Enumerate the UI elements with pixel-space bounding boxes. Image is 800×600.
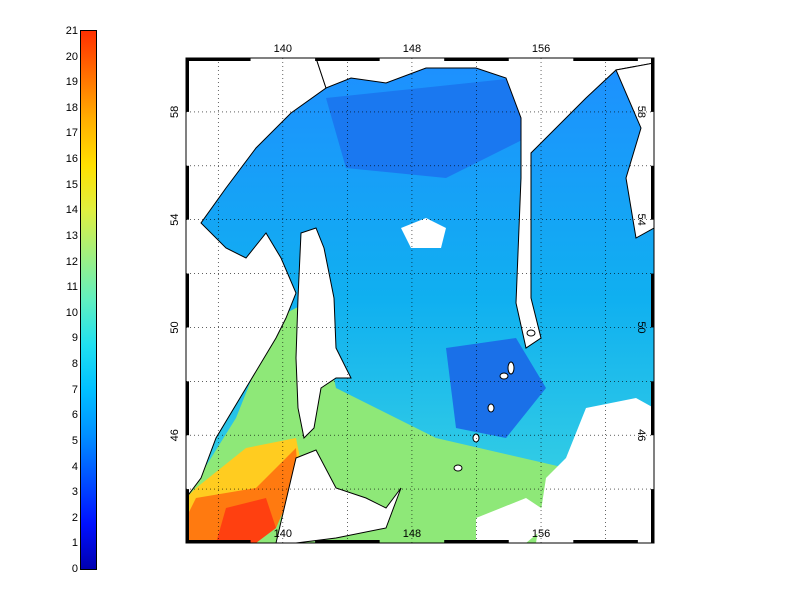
cool-central-zone bbox=[446, 338, 546, 438]
latitude-label: 50 bbox=[169, 321, 181, 333]
land-kamchatka bbox=[615, 62, 654, 239]
colorbar-tick-label: 11 bbox=[66, 281, 78, 294]
latitude-label: 54 bbox=[169, 214, 181, 226]
colorbar-tick-label: 9 bbox=[71, 332, 78, 345]
colorbar-tick-label: 3 bbox=[71, 486, 78, 499]
land-sakhalin bbox=[295, 227, 352, 440]
frame-tick-bar bbox=[186, 489, 189, 543]
latitude-label: 50 bbox=[635, 321, 647, 333]
longitude-label: 140 bbox=[274, 528, 292, 540]
land-asia-north bbox=[315, 58, 654, 349]
colorbar-tick-label: 21 bbox=[65, 25, 78, 37]
cool-north-zone bbox=[326, 78, 526, 178]
colorbar-tick-label: 4 bbox=[71, 460, 78, 473]
frame-tick-bar bbox=[186, 165, 189, 220]
frame-tick-bar bbox=[315, 540, 380, 543]
colorbar-tick-label: 13 bbox=[65, 229, 78, 242]
colorbar-tick-label: 8 bbox=[71, 358, 78, 371]
colorbar-tick-label: 1 bbox=[71, 537, 78, 550]
latitude-labels-right: 58 54 50 46 bbox=[635, 106, 647, 442]
longitude-labels-bottom: 140 148 156 bbox=[274, 528, 551, 540]
longitude-label: 140 bbox=[274, 43, 292, 55]
frame-tick-bar bbox=[651, 381, 654, 436]
hot-core-zone bbox=[216, 498, 276, 543]
frame-tick-bar bbox=[651, 489, 654, 543]
colorbar-tick-label: 10 bbox=[65, 306, 78, 319]
colorbar-tick-label: 7 bbox=[71, 383, 78, 396]
colorbar-tick-label: 15 bbox=[65, 178, 78, 191]
frame-tick-bar bbox=[186, 58, 251, 61]
frame-tick-bar bbox=[651, 165, 654, 220]
colorbar-tick-label: 5 bbox=[71, 434, 78, 447]
land-asia-mainland bbox=[186, 58, 327, 499]
colorbar-tick-label: 16 bbox=[65, 153, 78, 166]
longitude-labels-top: 140 148 156 bbox=[274, 43, 551, 55]
frame-tick-bar bbox=[186, 58, 189, 112]
longitude-label: 156 bbox=[532, 43, 550, 55]
frame-tick-bar bbox=[651, 273, 654, 328]
frame-tick-bar bbox=[651, 58, 654, 112]
land-sea-ice-patch-3 bbox=[476, 498, 556, 543]
latitude-label: 58 bbox=[169, 106, 181, 118]
land-sea-ice-patch-2 bbox=[536, 398, 654, 543]
colorbar-tick-label: 2 bbox=[71, 511, 78, 524]
frame-tick-bar bbox=[186, 273, 189, 328]
latitude-labels-left: 58 54 50 46 bbox=[169, 106, 181, 442]
frame-tick-bar bbox=[444, 540, 509, 543]
latitude-label: 46 bbox=[635, 429, 647, 441]
longitude-label: 148 bbox=[403, 528, 421, 540]
frame-tick-bar bbox=[573, 58, 638, 61]
colorbar bbox=[80, 30, 97, 570]
longitude-label: 148 bbox=[403, 43, 421, 55]
colorbar-tick-label: 17 bbox=[65, 127, 78, 140]
colorbar-tick-label: 19 bbox=[65, 76, 78, 89]
latitude-label: 46 bbox=[169, 429, 181, 441]
colorbar-tick-label: 12 bbox=[65, 255, 78, 268]
colorbar-tick-label: 6 bbox=[71, 409, 78, 422]
latitude-label: 58 bbox=[635, 106, 647, 118]
latitude-label: 54 bbox=[635, 214, 647, 226]
map-gridlines bbox=[186, 58, 654, 543]
map-panel: 140 148 156 140 148 156 58 54 50 46 58 54 50 46 bbox=[169, 43, 655, 544]
frame-tick-bar bbox=[444, 58, 509, 61]
colorbar-tick-label: 18 bbox=[65, 101, 78, 114]
map-frame-ticks bbox=[186, 58, 654, 543]
frame-tick-bar bbox=[315, 58, 380, 61]
frame-tick-bar bbox=[573, 540, 638, 543]
frame-tick-bar bbox=[186, 540, 251, 543]
colorbar-tick-label: 0 bbox=[71, 563, 78, 575]
land-sea-ice-patch-1 bbox=[401, 218, 446, 248]
frame-tick-bar bbox=[186, 381, 189, 436]
longitude-label: 156 bbox=[532, 528, 550, 540]
land-hokkaido bbox=[275, 449, 402, 543]
kuril-islands bbox=[453, 329, 536, 472]
colorbar-tick-label: 14 bbox=[65, 204, 78, 217]
colorbar-tick-label: 20 bbox=[65, 50, 78, 63]
